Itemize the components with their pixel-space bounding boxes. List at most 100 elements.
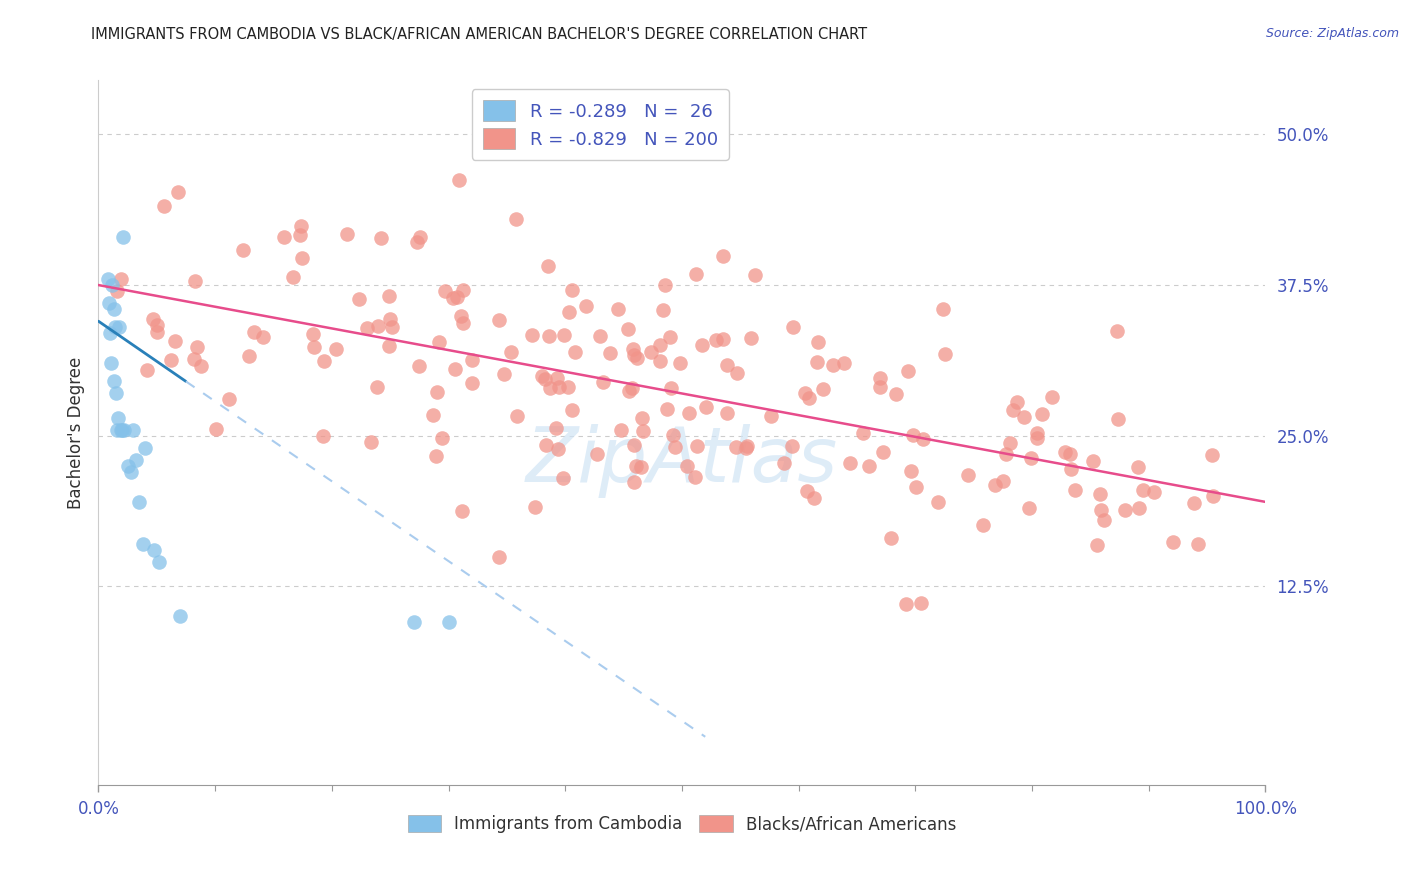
Point [740, 331, 762, 345]
Point [623, 475, 645, 489]
Point [607, 302, 630, 317]
Point [104, 320, 127, 334]
Point [806, 354, 828, 368]
Point [520, 327, 543, 342]
Point [1107, 412, 1129, 426]
Point [145, 318, 167, 332]
Point [433, 284, 456, 298]
Point [110, 271, 132, 285]
Point [1053, 445, 1076, 459]
Point [205, 422, 228, 436]
Point [657, 402, 679, 417]
Point [934, 347, 956, 361]
Point [111, 423, 134, 437]
Point [1026, 425, 1049, 440]
Point [1059, 447, 1081, 461]
Point [685, 470, 707, 484]
Point [132, 537, 155, 551]
Point [524, 500, 547, 515]
Point [690, 338, 713, 352]
Point [1092, 513, 1115, 527]
Point [1187, 537, 1209, 551]
Point [773, 456, 796, 470]
Point [547, 442, 569, 456]
Point [744, 268, 766, 282]
Point [534, 438, 557, 452]
Point [128, 495, 150, 509]
Point [711, 249, 734, 263]
Point [461, 376, 484, 390]
Point [617, 322, 640, 336]
Point [998, 435, 1021, 450]
Point [901, 428, 924, 442]
Point [725, 367, 748, 381]
Point [409, 229, 432, 244]
Point [640, 345, 662, 359]
Point [811, 382, 834, 396]
Point [1114, 503, 1136, 517]
Point [897, 364, 920, 378]
Point [232, 244, 254, 258]
Point [290, 219, 312, 233]
Point [1031, 407, 1053, 421]
Point [821, 359, 844, 373]
Point [349, 292, 371, 306]
Point [869, 380, 891, 394]
Point [1182, 496, 1205, 510]
Point [443, 362, 465, 376]
Point [366, 380, 388, 394]
Point [450, 504, 472, 518]
Point [912, 433, 935, 447]
Point [797, 391, 820, 405]
Point [910, 597, 932, 611]
Point [422, 408, 444, 422]
Point [630, 411, 652, 425]
Y-axis label: Bachelor's Degree: Bachelor's Degree [66, 357, 84, 508]
Point [238, 349, 260, 363]
Point [117, 458, 139, 473]
Point [402, 615, 425, 630]
Point [557, 380, 579, 394]
Point [1063, 483, 1085, 498]
Point [145, 325, 167, 339]
Point [807, 335, 830, 350]
Point [662, 428, 685, 442]
Point [630, 460, 652, 475]
Point [111, 230, 134, 244]
Point [650, 338, 672, 352]
Point [1014, 410, 1036, 425]
Point [796, 484, 818, 499]
Point [626, 351, 648, 365]
Point [652, 302, 675, 317]
Point [1088, 486, 1111, 500]
Point [314, 354, 336, 368]
Point [142, 312, 165, 326]
Point [561, 403, 583, 417]
Point [621, 343, 644, 357]
Point [659, 381, 682, 395]
Point [488, 550, 510, 565]
Point [631, 424, 654, 438]
Point [546, 371, 568, 385]
Point [453, 316, 475, 330]
Point [288, 227, 311, 242]
Point [143, 543, 166, 558]
Text: IMMIGRANTS FROM CAMBODIA VS BLACK/AFRICAN AMERICAN BACHELOR'S DEGREE CORRELATION: IMMIGRANTS FROM CAMBODIA VS BLACK/AFRICA… [91, 27, 868, 42]
Point [451, 283, 474, 297]
Point [356, 321, 378, 335]
Point [900, 464, 922, 478]
Point [678, 406, 700, 420]
Point [617, 384, 640, 398]
Point [793, 386, 815, 401]
Point [716, 359, 738, 373]
Point [659, 329, 682, 343]
Point [686, 439, 709, 453]
Point [125, 452, 148, 467]
Point [302, 340, 325, 354]
Point [186, 340, 208, 354]
Point [103, 302, 125, 317]
Point [426, 384, 449, 399]
Point [408, 359, 430, 373]
Point [1201, 448, 1223, 462]
Point [972, 518, 994, 533]
